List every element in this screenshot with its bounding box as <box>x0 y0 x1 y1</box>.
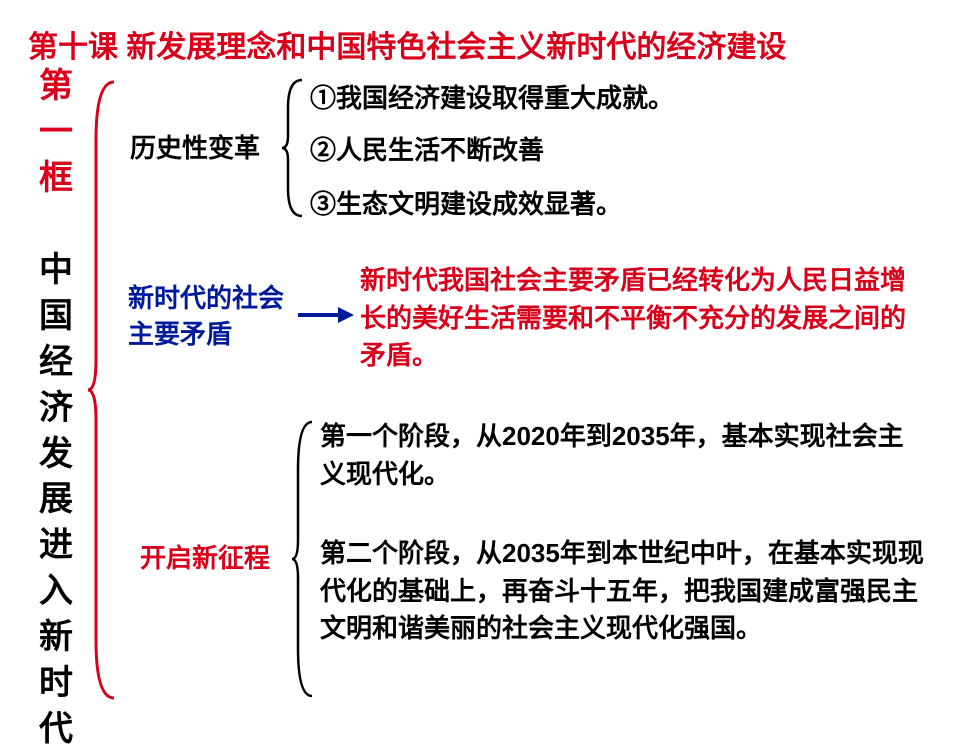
section1-item-3: ③生态文明建设成效显著。 <box>310 186 622 224</box>
brace-section3 <box>290 420 314 698</box>
section3-label-text: 开启新征程 <box>140 543 270 573</box>
s1i2-text: ②人民生活不断改善 <box>310 135 544 165</box>
brace-main <box>86 80 116 700</box>
lesson-title: 第十课 新发展理念和中国特色社会主义新时代的经济建设 <box>28 22 786 66</box>
s1i1-text: ①我国经济建设取得重大成就。 <box>310 83 674 113</box>
s3i2-text: 第二个阶段，从2035年到本世纪中叶，在基本实现现代化的基础上，再奋斗十五年，把… <box>320 538 924 643</box>
section2-label-text: 新时代的社会主要矛盾 <box>128 283 284 349</box>
section3-item-2: 第二个阶段，从2035年到本世纪中叶，在基本实现现代化的基础上，再奋斗十五年，把… <box>320 535 930 648</box>
section2-label: 新时代的社会主要矛盾 <box>128 280 298 353</box>
section1-label: 历史性变革 <box>130 130 260 166</box>
section1-item-2: ②人民生活不断改善 <box>310 132 544 170</box>
section-frame-label: 第一框 <box>38 64 74 202</box>
title-text: 第十课 新发展理念和中国特色社会主义新时代的经济建设 <box>28 31 786 64</box>
vert1-text: 第一框 <box>39 67 73 197</box>
vert2-text: 中国经济发展进入新时代 <box>39 251 73 748</box>
section2-text: 新时代我国社会主要矛盾已经转化为人民日益增长的美好生活需要和不平衡不充分的发展之… <box>360 262 920 375</box>
section1-label-text: 历史性变革 <box>130 133 260 163</box>
s1i3-text: ③生态文明建设成效显著。 <box>310 189 622 219</box>
section1-item-1: ①我国经济建设取得重大成就。 <box>310 80 674 118</box>
s3i1-text: 第一个阶段，从2020年到2035年，基本实现社会主义现代化。 <box>320 421 904 489</box>
s2-text: 新时代我国社会主要矛盾已经转化为人民日益增长的美好生活需要和不平衡不充分的发展之… <box>360 265 906 370</box>
brace-section1 <box>280 78 304 218</box>
arrow-icon <box>298 304 356 326</box>
section3-item-1: 第一个阶段，从2020年到2035年，基本实现社会主义现代化。 <box>320 418 920 493</box>
main-topic-vertical: 中国经济发展进入新时代 <box>38 248 74 753</box>
section3-label: 开启新征程 <box>140 540 270 576</box>
